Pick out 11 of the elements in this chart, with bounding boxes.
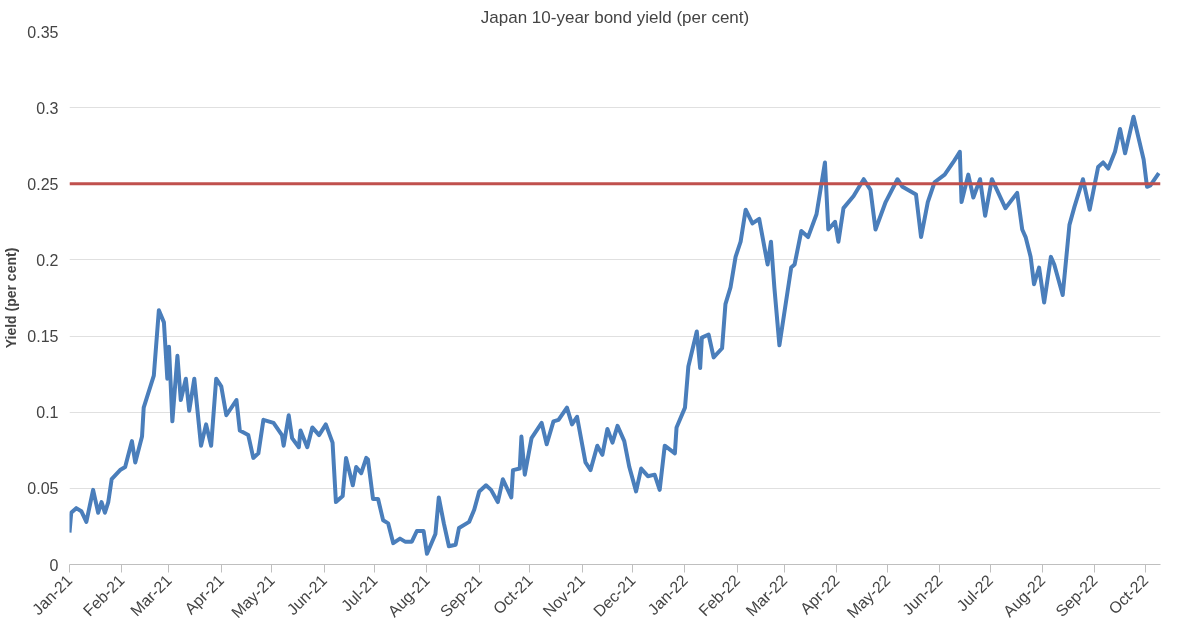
y-axis-title: Yield (per cent) (3, 247, 20, 349)
y-tick-label: 0.2 (36, 251, 59, 269)
y-tick-label: 0.05 (27, 480, 59, 498)
y-tick-label: 0.1 (36, 404, 59, 422)
y-tick-label: 0.15 (27, 328, 59, 346)
chart-title: Japan 10-year bond yield (per cent) (480, 7, 750, 27)
y-tick-label: 0.35 (27, 23, 59, 41)
y-tick-label: 0.25 (27, 175, 59, 193)
y-tick-label: 0 (49, 556, 59, 574)
line-series (69, 114, 1161, 556)
y-tick-label: 0.3 (36, 99, 59, 117)
